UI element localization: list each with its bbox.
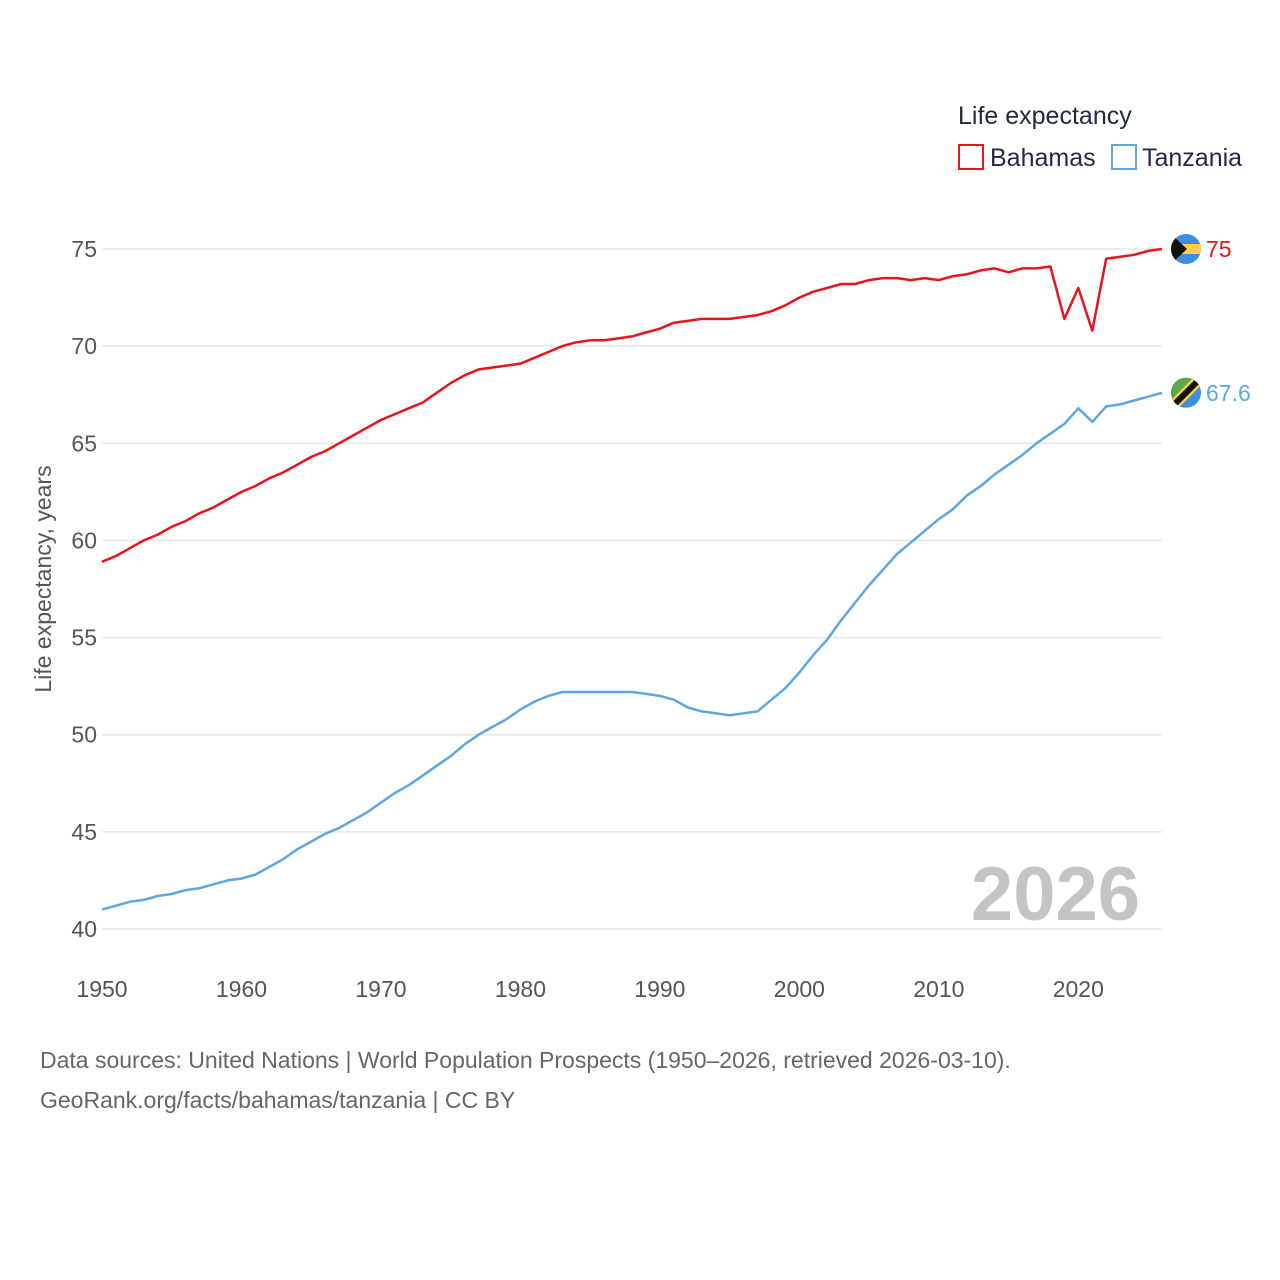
y-axis-ticks: 40 45 50 55 60 65 70 75 — [71, 236, 97, 942]
legend-item-tanzania[interactable]: Tanzania — [1111, 144, 1242, 172]
legend-swatch-bahamas — [958, 144, 984, 170]
end-value-label-tanzania: 67.6 — [1206, 380, 1251, 406]
y-axis-title: Life expectancy, years — [30, 465, 56, 692]
legend-label-tanzania: Tanzania — [1142, 144, 1242, 172]
y-tick-label: 65 — [71, 430, 97, 456]
gridlines — [102, 248, 1162, 930]
x-tick-label: 1960 — [216, 976, 267, 1002]
y-tick-label: 70 — [71, 333, 97, 359]
x-tick-label: 1990 — [634, 976, 685, 1002]
attribution-link[interactable]: GeoRank.org/facts/bahamas/tanzania | CC … — [40, 1087, 516, 1113]
series-line-bahamas[interactable] — [101, 247, 1163, 563]
y-tick-label: 60 — [71, 527, 97, 553]
current-year-watermark: 2026 — [971, 852, 1140, 937]
legend: Life expectancy Bahamas Tanzania — [958, 102, 1242, 172]
source-footer: Data sources: United Nations | World Pop… — [40, 1040, 1011, 1120]
tanzania-flag-icon — [1171, 377, 1201, 408]
x-tick-label: 2020 — [1053, 976, 1104, 1002]
y-tick-label: 50 — [71, 722, 97, 748]
end-markers: 75 67.6 — [1171, 234, 1251, 408]
series-line-tanzania[interactable] — [101, 391, 1163, 911]
x-tick-label: 2000 — [774, 976, 825, 1002]
legend-title: Life expectancy — [958, 102, 1132, 130]
legend-swatch-tanzania — [1111, 144, 1137, 170]
y-tick-label: 55 — [71, 625, 97, 651]
y-tick-label: 75 — [71, 236, 97, 262]
y-tick-label: 40 — [71, 916, 97, 942]
x-tick-label: 1950 — [76, 976, 127, 1002]
x-tick-label: 1980 — [495, 976, 546, 1002]
x-axis-ticks: 1950 1960 1970 1980 1990 2000 2010 2020 — [76, 976, 1103, 1002]
x-tick-label: 2010 — [913, 976, 964, 1002]
x-tick-label: 1970 — [355, 976, 406, 1002]
legend-item-bahamas[interactable]: Bahamas — [958, 144, 1096, 172]
y-tick-label: 45 — [71, 819, 97, 845]
source-text: Data sources: United Nations | World Pop… — [40, 1047, 1011, 1073]
legend-label-bahamas: Bahamas — [990, 144, 1096, 172]
end-value-label-bahamas: 75 — [1206, 236, 1232, 262]
series-lines — [101, 247, 1163, 911]
bahamas-flag-icon — [1171, 234, 1201, 264]
